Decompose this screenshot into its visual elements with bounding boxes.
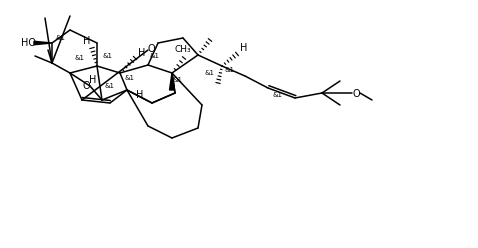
Text: HO: HO <box>21 38 35 48</box>
Text: &1: &1 <box>225 67 235 73</box>
Text: &1: &1 <box>55 35 65 41</box>
Text: &1: &1 <box>150 53 160 59</box>
Text: O: O <box>82 81 90 91</box>
Text: H: H <box>138 48 146 58</box>
Text: H: H <box>83 36 91 46</box>
Text: &1: &1 <box>273 92 283 98</box>
Text: CH₃: CH₃ <box>175 44 192 54</box>
Text: O: O <box>352 89 360 99</box>
Text: H: H <box>89 75 97 85</box>
Text: &1: &1 <box>173 77 183 83</box>
Text: H: H <box>240 43 248 53</box>
Text: &1: &1 <box>125 75 135 81</box>
Text: &1: &1 <box>105 83 115 89</box>
Polygon shape <box>34 41 52 45</box>
Polygon shape <box>170 73 174 90</box>
Text: &1: &1 <box>205 70 215 76</box>
Text: O: O <box>147 44 155 54</box>
Text: &1: &1 <box>75 55 85 61</box>
Text: H: H <box>136 90 144 100</box>
Text: &1: &1 <box>103 53 113 59</box>
